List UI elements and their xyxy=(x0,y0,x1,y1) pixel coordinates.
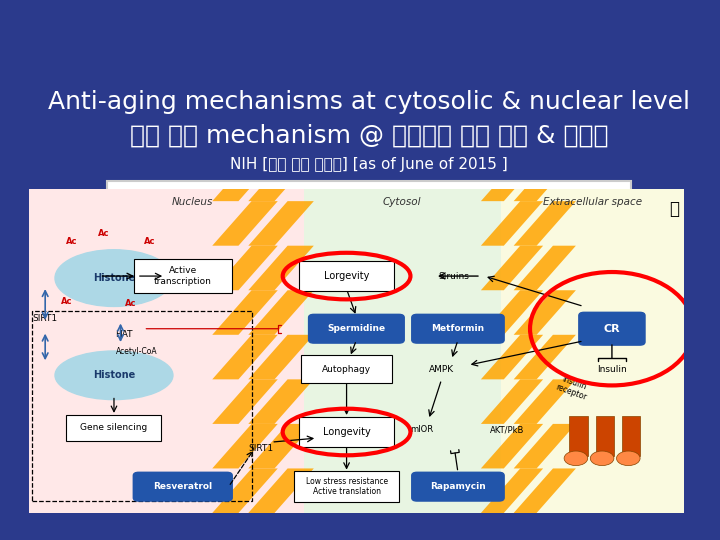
Polygon shape xyxy=(248,157,314,201)
Text: Insulin
receptor: Insulin receptor xyxy=(554,373,591,402)
FancyBboxPatch shape xyxy=(299,261,394,291)
FancyBboxPatch shape xyxy=(134,259,232,293)
Polygon shape xyxy=(212,157,278,201)
Polygon shape xyxy=(481,335,543,379)
FancyBboxPatch shape xyxy=(570,416,588,456)
Polygon shape xyxy=(212,379,278,424)
Polygon shape xyxy=(248,291,314,335)
Text: SIRT1: SIRT1 xyxy=(249,444,274,453)
Text: Insulin: Insulin xyxy=(597,364,627,374)
Polygon shape xyxy=(513,201,576,246)
Text: Ac: Ac xyxy=(99,228,110,238)
Polygon shape xyxy=(248,201,314,246)
Text: Active
transcription: Active transcription xyxy=(154,266,212,286)
Polygon shape xyxy=(513,157,576,201)
Polygon shape xyxy=(513,379,576,424)
Text: Resveratrol: Resveratrol xyxy=(153,482,212,491)
Polygon shape xyxy=(513,468,576,513)
Ellipse shape xyxy=(55,249,173,307)
Text: Gene silencing: Gene silencing xyxy=(81,423,148,433)
Polygon shape xyxy=(248,424,314,468)
Text: Histone: Histone xyxy=(93,370,135,380)
Polygon shape xyxy=(513,424,576,468)
Text: 노화 방지 mechanism @ 세포질의 액상 부분 & 세포핵: 노화 방지 mechanism @ 세포질의 액상 부분 & 세포핵 xyxy=(130,124,608,147)
Text: CR: CR xyxy=(603,323,620,334)
Polygon shape xyxy=(212,335,278,379)
Text: Rapamycin: Rapamycin xyxy=(430,482,486,491)
Ellipse shape xyxy=(55,351,173,400)
Circle shape xyxy=(590,451,614,465)
Text: Histone: Histone xyxy=(93,273,135,283)
Text: Low stress resistance
Active translation: Low stress resistance Active translation xyxy=(305,477,387,496)
Polygon shape xyxy=(481,201,543,246)
Polygon shape xyxy=(513,291,576,335)
Polygon shape xyxy=(29,189,304,513)
FancyBboxPatch shape xyxy=(66,415,161,441)
FancyBboxPatch shape xyxy=(299,417,394,447)
Polygon shape xyxy=(248,468,314,513)
Circle shape xyxy=(564,451,588,465)
Text: Longevity: Longevity xyxy=(323,427,371,437)
Polygon shape xyxy=(212,468,278,513)
FancyBboxPatch shape xyxy=(412,314,504,343)
Polygon shape xyxy=(212,291,278,335)
Text: Figure 2: Figure 2 xyxy=(126,190,210,207)
Polygon shape xyxy=(212,201,278,246)
Polygon shape xyxy=(248,246,314,291)
Text: Cytosol: Cytosol xyxy=(383,197,421,207)
Polygon shape xyxy=(481,246,543,291)
FancyBboxPatch shape xyxy=(622,416,640,456)
Polygon shape xyxy=(248,379,314,424)
Polygon shape xyxy=(481,379,543,424)
Text: Ac: Ac xyxy=(61,298,73,306)
Text: Acetyl-CoA: Acetyl-CoA xyxy=(116,347,158,355)
Text: NIH [미국 국립 보건원] [as of June of 2015 ]: NIH [미국 국립 보건원] [as of June of 2015 ] xyxy=(230,157,508,172)
Polygon shape xyxy=(481,291,543,335)
Text: mIOR: mIOR xyxy=(410,426,433,435)
FancyBboxPatch shape xyxy=(133,472,233,501)
FancyBboxPatch shape xyxy=(301,355,392,383)
Text: Autophagy: Autophagy xyxy=(322,364,371,374)
Text: Lorgevity: Lorgevity xyxy=(324,271,369,281)
FancyBboxPatch shape xyxy=(579,312,645,345)
Text: Metformin: Metformin xyxy=(431,324,485,333)
FancyBboxPatch shape xyxy=(309,314,404,343)
Polygon shape xyxy=(513,335,576,379)
Polygon shape xyxy=(481,468,543,513)
Text: Anti-aging mechanisms at cytosolic & nuclear level: Anti-aging mechanisms at cytosolic & nuc… xyxy=(48,90,690,114)
Text: SIRT1: SIRT1 xyxy=(32,314,58,323)
Text: AKT/PkB: AKT/PkB xyxy=(490,426,524,435)
FancyBboxPatch shape xyxy=(412,472,504,501)
Polygon shape xyxy=(481,424,543,468)
FancyBboxPatch shape xyxy=(595,416,614,456)
Polygon shape xyxy=(481,157,543,201)
Polygon shape xyxy=(500,189,684,513)
Polygon shape xyxy=(248,335,314,379)
Text: Nucleus: Nucleus xyxy=(172,197,213,207)
Text: Ac: Ac xyxy=(66,237,77,246)
Text: Ac: Ac xyxy=(144,237,156,246)
Text: 🔍: 🔍 xyxy=(669,200,679,218)
Polygon shape xyxy=(513,246,576,291)
Polygon shape xyxy=(212,246,278,291)
Text: AMPK: AMPK xyxy=(429,364,454,374)
Text: Siruins: Siruins xyxy=(438,272,469,281)
Text: Spermidine: Spermidine xyxy=(328,324,385,333)
Text: HAT: HAT xyxy=(115,330,132,339)
FancyBboxPatch shape xyxy=(294,471,399,502)
Circle shape xyxy=(616,451,640,465)
Text: Extracellular space: Extracellular space xyxy=(543,197,642,207)
Text: Ac: Ac xyxy=(125,300,136,308)
FancyBboxPatch shape xyxy=(107,181,631,472)
Polygon shape xyxy=(304,189,500,513)
Polygon shape xyxy=(212,424,278,468)
